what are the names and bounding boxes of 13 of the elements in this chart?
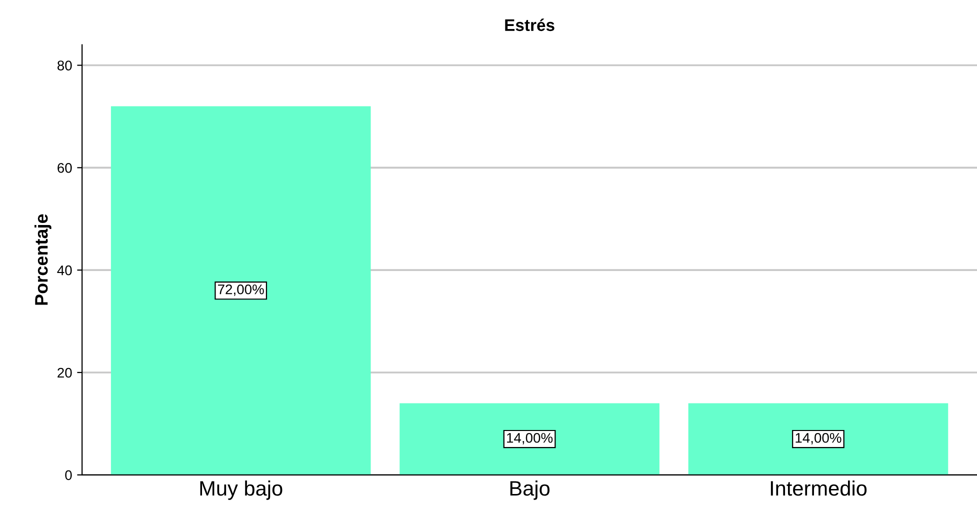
chart-title: Estrés <box>505 18 554 32</box>
y-tick-label: 20 <box>58 368 72 378</box>
data-label: 14,00% <box>507 432 553 444</box>
data-label: 72,00% <box>218 284 264 296</box>
x-tick-label: Bajo <box>510 480 550 500</box>
data-label: 14,00% <box>796 432 842 444</box>
y-tick-label: 40 <box>57 265 72 276</box>
x-tick-label: Intermedio <box>770 480 867 496</box>
y-tick-label: 60 <box>58 163 72 173</box>
x-tick-label: Muy bajo <box>200 480 282 500</box>
y-tick-label: 80 <box>58 60 72 70</box>
y-axis-title: Porcentaje <box>34 214 52 305</box>
y-tick-label: 0 <box>65 470 72 480</box>
